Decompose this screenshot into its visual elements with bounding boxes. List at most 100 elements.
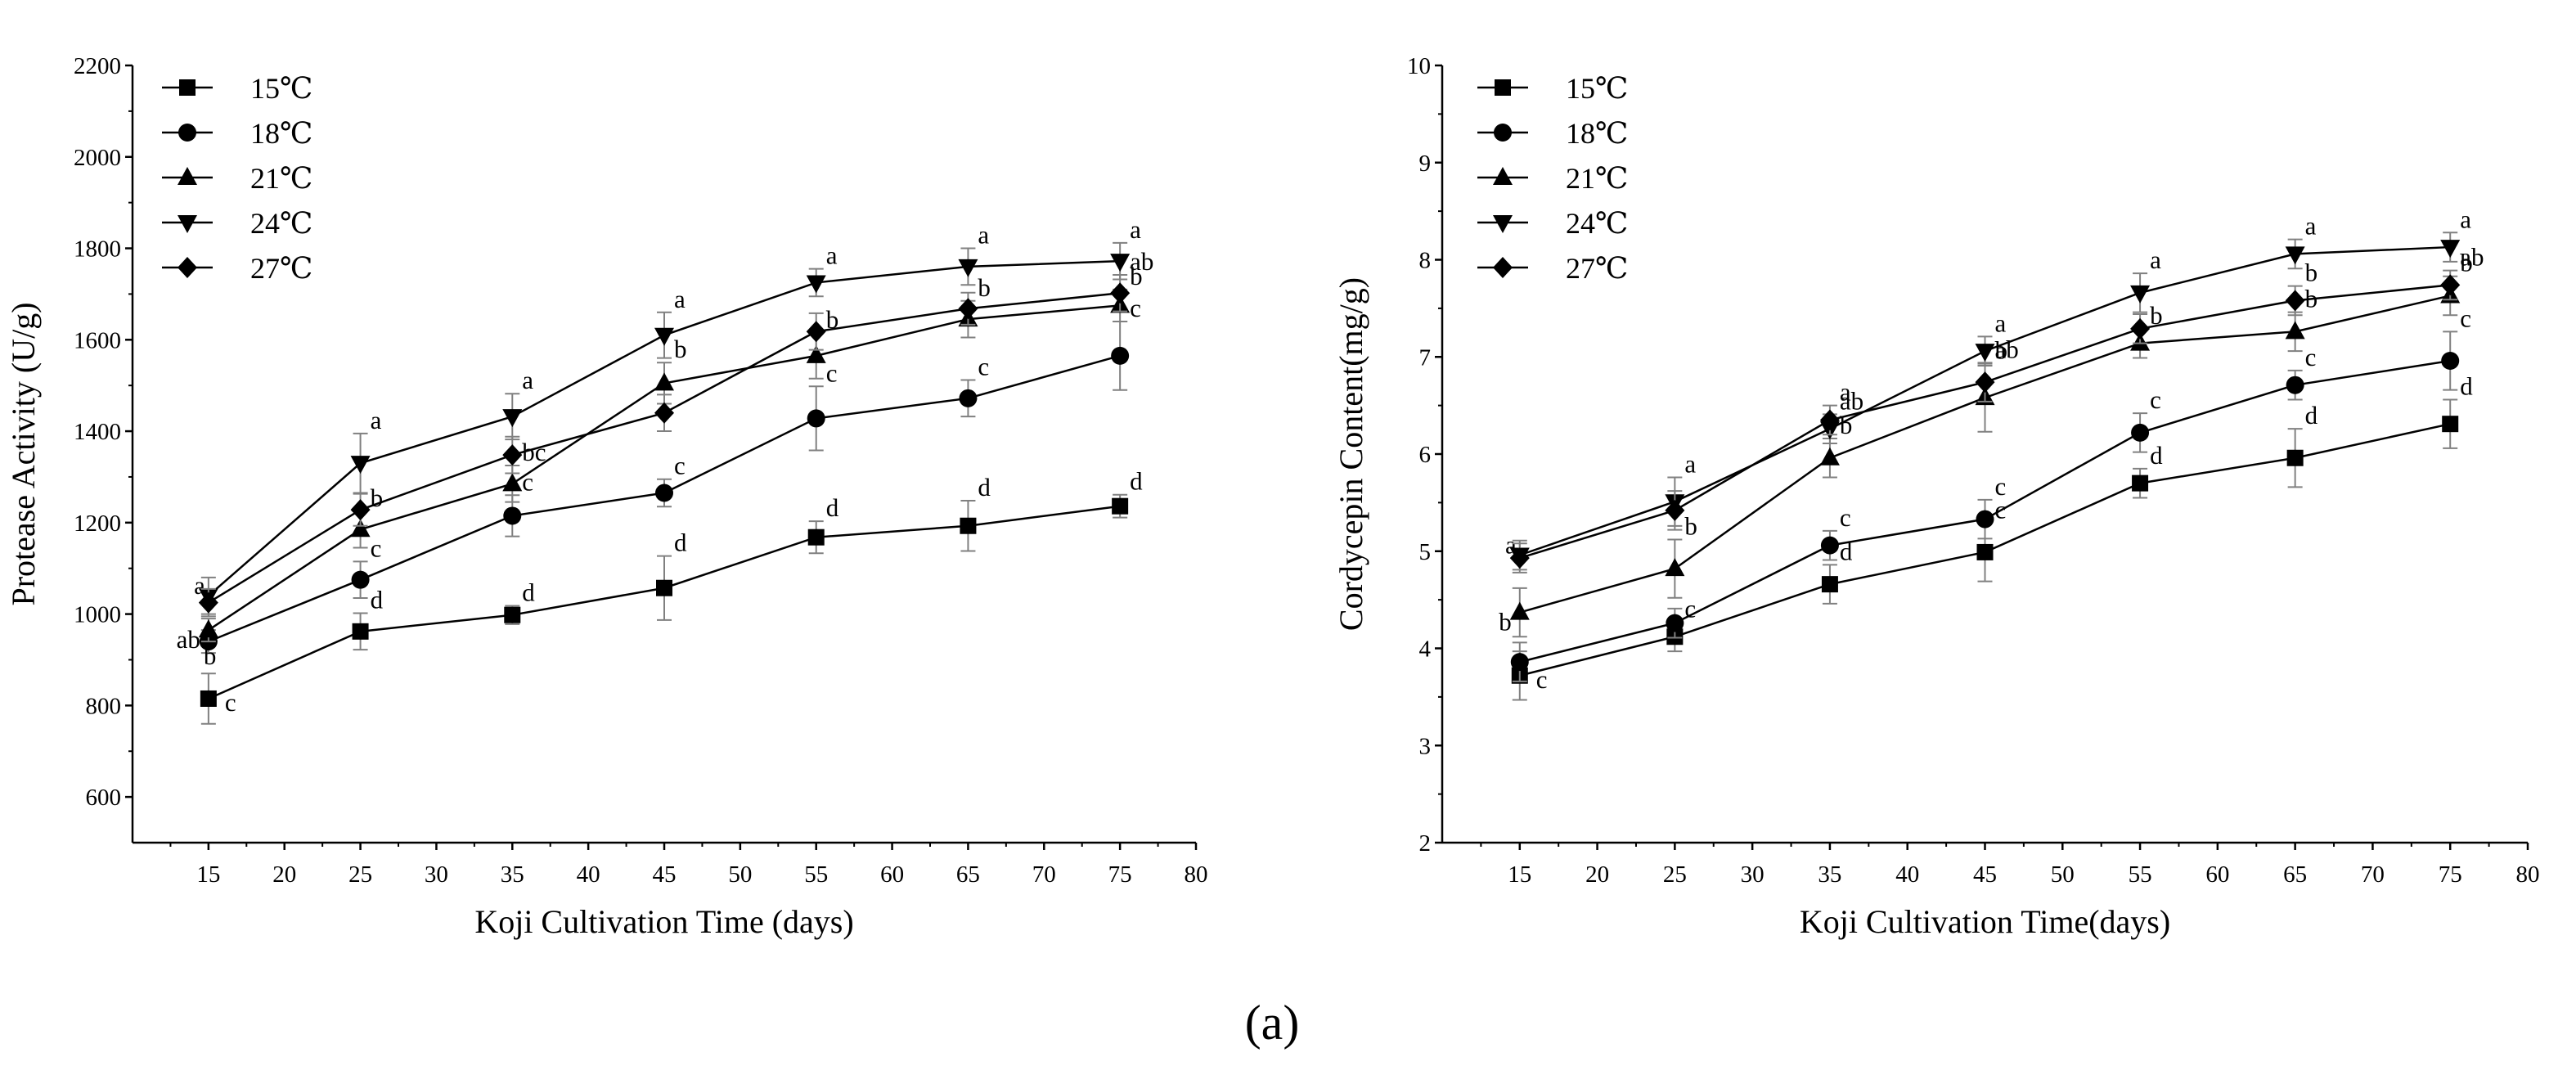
data-point — [502, 473, 523, 492]
significance-letter: a — [1684, 450, 1696, 479]
legend-marker — [1493, 257, 1513, 278]
x-tick-label: 65 — [956, 861, 980, 888]
x-tick-label: 80 — [1185, 861, 1208, 888]
legend-label: 21℃ — [250, 162, 312, 195]
data-point — [959, 389, 978, 407]
x-tick-label: 35 — [1818, 861, 1841, 888]
x-tick-label: 80 — [2516, 861, 2540, 888]
x-tick-label: 15 — [1508, 861, 1531, 888]
significance-letter: a — [194, 571, 205, 600]
legend-marker — [178, 257, 197, 278]
x-tick-label: 45 — [1973, 861, 1997, 888]
x-tick-label: 75 — [1108, 861, 1132, 888]
x-tick-label: 25 — [348, 861, 372, 888]
data-point — [655, 484, 673, 502]
x-tick-label: 35 — [501, 861, 524, 888]
legend-marker — [1493, 167, 1513, 185]
legend-label: 15℃ — [1566, 72, 1628, 105]
significance-letter: b — [2460, 249, 2473, 277]
x-tick-label: 40 — [577, 861, 600, 888]
significance-letter: d — [371, 585, 384, 614]
significance-letter: a — [1130, 215, 1141, 244]
significance-letter: d — [522, 578, 535, 607]
y-tick-label: 1200 — [74, 511, 121, 537]
data-point — [1110, 282, 1131, 304]
data-point — [806, 344, 826, 363]
significance-letter: a — [2305, 212, 2317, 241]
significance-letter: a — [371, 406, 382, 434]
y-tick-label: 2200 — [74, 53, 121, 79]
significance-letter: c — [978, 352, 989, 380]
significance-letter: b — [1684, 512, 1697, 541]
data-point — [1821, 576, 1838, 593]
data-point — [502, 409, 523, 428]
data-point — [2130, 285, 2151, 304]
data-point — [2286, 376, 2304, 394]
data-point — [1111, 346, 1130, 365]
y-axis-title: Cordycepin Content(mg/g) — [1333, 277, 1369, 631]
data-point — [2132, 475, 2149, 492]
data-point — [350, 519, 371, 538]
y-tick-label: 9 — [1419, 151, 1432, 177]
data-point — [806, 321, 826, 343]
x-tick-label: 75 — [2439, 861, 2462, 888]
significance-letter: a — [522, 366, 533, 394]
significance-letter: b — [371, 484, 384, 512]
x-axis-title: Koji Cultivation Time(days) — [1800, 903, 2170, 940]
significance-letter: c — [1536, 665, 1548, 694]
data-point — [958, 298, 978, 320]
data-point — [806, 275, 826, 294]
significance-letter: a — [2150, 245, 2161, 274]
data-point — [350, 499, 371, 521]
significance-letter: ab — [1995, 335, 2019, 363]
x-tick-label: 65 — [2283, 861, 2307, 888]
legend-label: 18℃ — [250, 117, 312, 150]
x-tick-label: 25 — [1663, 861, 1687, 888]
significance-letter: c — [2460, 304, 2471, 332]
data-point — [807, 409, 825, 428]
significance-letter: c — [1995, 472, 2007, 501]
significance-letter: b — [1130, 262, 1143, 290]
legend-marker — [178, 167, 197, 185]
significance-letter: c — [1840, 503, 1851, 532]
significance-letter: a — [674, 285, 686, 313]
y-tick-label: 1600 — [74, 327, 121, 353]
significance-letter: a — [1840, 378, 1851, 407]
significance-letter: ab — [1840, 386, 1863, 415]
data-point — [200, 690, 217, 707]
y-tick-label: 8 — [1419, 248, 1432, 274]
x-axis-title: Koji Cultivation Time (days) — [474, 903, 853, 940]
legend-marker — [1494, 124, 1512, 142]
x-tick-label: 15 — [196, 861, 220, 888]
data-point — [960, 517, 977, 534]
data-point — [1510, 653, 1529, 672]
data-point — [350, 456, 371, 475]
significance-letter: ab — [177, 625, 200, 654]
legend-marker — [1493, 215, 1513, 233]
data-point — [2286, 449, 2304, 466]
significance-letter: d — [2305, 401, 2318, 430]
legend: 15℃ 18℃ 21℃ 24℃ 27℃ — [162, 72, 312, 285]
y-tick-label: 1000 — [74, 602, 121, 628]
data-point — [1976, 543, 1994, 560]
data-point — [351, 570, 370, 589]
panel-label: (a) — [1245, 996, 1300, 1050]
y-tick-label: 2000 — [74, 145, 121, 171]
significance-letter: ab — [2460, 243, 2484, 272]
data-point — [1975, 344, 1995, 362]
data-point — [1110, 254, 1131, 272]
significance-letter: b — [674, 335, 687, 363]
x-tick-label: 30 — [1741, 861, 1765, 888]
legend-label: 27℃ — [250, 252, 312, 285]
y-tick-label: 800 — [86, 693, 122, 719]
legend-label: 24℃ — [250, 207, 312, 240]
significance-letter: b — [978, 273, 991, 302]
significance-letter: c — [2305, 343, 2317, 371]
x-tick-label: 50 — [2051, 861, 2075, 888]
series-1: c c c c c — [1510, 304, 2471, 682]
legend-label: 24℃ — [1566, 207, 1628, 240]
data-point — [1665, 499, 1685, 521]
